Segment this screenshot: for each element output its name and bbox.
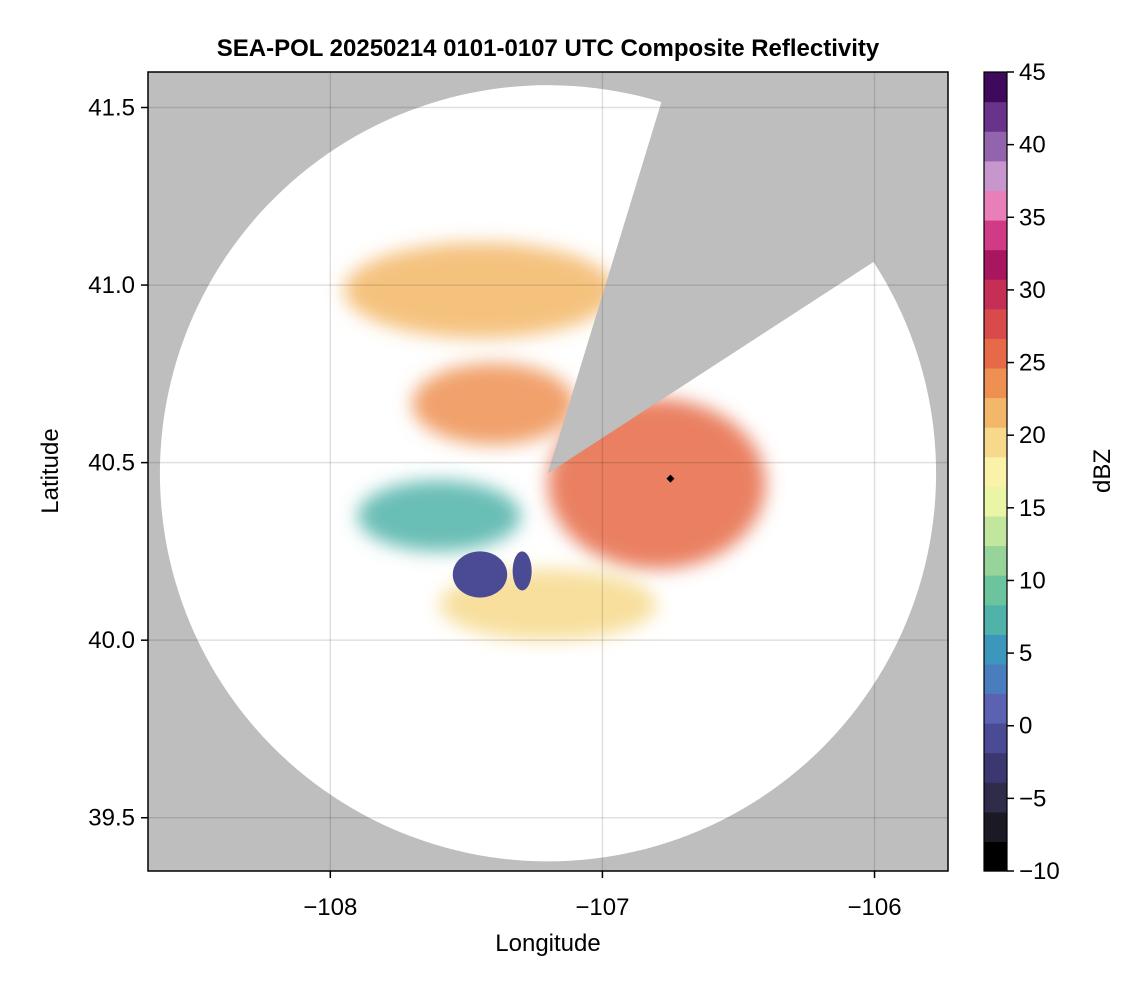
colorbar — [983, 71, 1008, 872]
colorbar-tick-label-9: 35 — [1019, 204, 1046, 231]
y-tick-label-0: 39.5 — [88, 805, 135, 832]
x-axis: −108 −107 −106 — [303, 871, 902, 921]
colorbar-segment-14 — [984, 427, 1007, 458]
colorbar-tick-label-8: 30 — [1019, 277, 1046, 304]
echo-region-2 — [548, 398, 766, 570]
plot-area — [148, 72, 948, 871]
colorbar-tick-label-3: 5 — [1019, 640, 1032, 667]
colorbar-segment-1 — [984, 811, 1007, 843]
colorbar-segment-21 — [984, 219, 1007, 251]
colorbar-segment-4 — [984, 723, 1007, 754]
echo-fill — [343, 242, 766, 641]
echo-region-1 — [411, 363, 576, 445]
colorbar-segment-17 — [984, 338, 1007, 369]
echo-region-0 — [343, 242, 617, 339]
colorbar-segment-24 — [984, 131, 1007, 162]
colorbar-segment-7 — [984, 634, 1007, 665]
colorbar-tick-label-0: −10 — [1019, 858, 1060, 885]
colorbar-tick-label-2: 0 — [1019, 713, 1032, 740]
colorbar-segment-10 — [984, 545, 1007, 576]
x-axis-label: Longitude — [495, 930, 600, 957]
y-tick-label-3: 41.0 — [88, 272, 135, 299]
y-tick-label-4: 41.5 — [88, 95, 135, 122]
colorbar-tick-label-6: 20 — [1019, 422, 1046, 449]
colorbar-segment-13 — [984, 456, 1007, 487]
colorbar-tick-label-1: −5 — [1019, 785, 1046, 812]
colorbar-segment-18 — [984, 308, 1007, 339]
colorbar-segment-8 — [984, 604, 1007, 635]
colorbar-tick-label-10: 40 — [1019, 132, 1046, 159]
x-tick-label-0: −108 — [303, 894, 357, 921]
grid-lines — [148, 72, 948, 871]
echo-region-6 — [512, 551, 532, 591]
colorbar-segment-20 — [984, 249, 1007, 280]
colorbar-ticks: −10 −5 0 5 10 15 20 25 30 35 40 45 — [1007, 59, 1060, 885]
echo-layer — [343, 102, 874, 641]
y-axis: 39.5 40.0 40.5 41.0 41.5 — [88, 95, 148, 832]
echo-region-5 — [452, 551, 508, 598]
x-tick-label-2: −106 — [847, 894, 901, 921]
colorbar-tick-label-11: 45 — [1019, 59, 1046, 86]
colorbar-tick-label-4: 10 — [1019, 567, 1046, 594]
chart-title: SEA-POL 20250214 0101-0107 UTC Composite… — [217, 35, 880, 62]
colorbar-frame — [983, 71, 1008, 872]
colorbar-tick-label-7: 25 — [1019, 350, 1046, 377]
colorbar-segment-26 — [984, 72, 1007, 103]
plot-frame — [147, 71, 949, 872]
colorbar-segment-6 — [984, 663, 1007, 695]
colorbar-segment-25 — [984, 101, 1007, 132]
y-tick-label-2: 40.5 — [88, 450, 135, 477]
colorbar-segment-0 — [984, 841, 1007, 872]
colorbar-segment-15 — [984, 397, 1007, 428]
colorbar-tick-label-5: 15 — [1019, 495, 1046, 522]
blocked-sector — [548, 102, 874, 474]
colorbar-segment-12 — [984, 486, 1007, 517]
colorbar-segment-16 — [984, 367, 1007, 399]
y-tick-label-1: 40.0 — [88, 627, 135, 654]
colorbar-segment-3 — [984, 752, 1007, 783]
colorbar-label: dBZ — [1089, 449, 1116, 493]
echo-region-3 — [357, 480, 521, 552]
colorbar-segment-11 — [984, 515, 1007, 547]
x-tick-label-1: −107 — [575, 894, 629, 921]
radar-site-marker — [666, 474, 675, 483]
colorbar-segment-19 — [984, 279, 1007, 310]
colorbar-segment-22 — [984, 190, 1007, 221]
colorbar-segment-5 — [984, 693, 1007, 724]
y-axis-label: Latitude — [37, 428, 64, 513]
colorbar-segment-2 — [984, 782, 1007, 813]
colorbar-segment-23 — [984, 160, 1007, 191]
colorbar-segment-9 — [984, 575, 1007, 606]
